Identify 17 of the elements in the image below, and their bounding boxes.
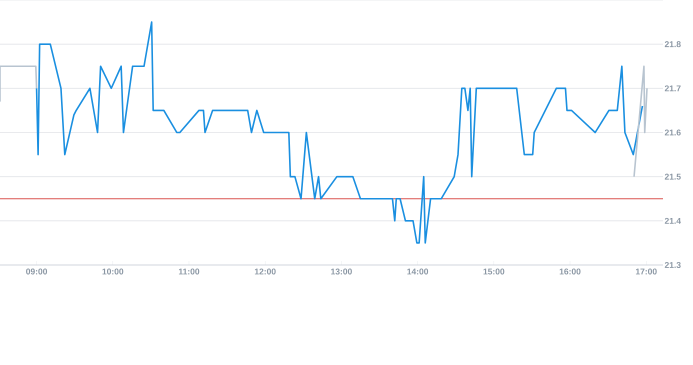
x-tick-label: 10:00 <box>102 268 124 275</box>
x-tick-label: 13:00 <box>331 268 352 275</box>
x-tick-label: 12:00 <box>254 268 276 275</box>
line-series <box>633 65 648 178</box>
x-tick-label: 17:00 <box>636 268 657 275</box>
y-tick-label: 21.8 <box>664 41 681 48</box>
x-tick-label: 14:00 <box>407 268 428 275</box>
x-tick-label: 09:00 <box>26 268 48 275</box>
x-tick-label: 11:00 <box>178 268 200 275</box>
x-tick-label: 16:00 <box>560 268 581 275</box>
y-tick-label: 21.6 <box>664 130 681 136</box>
x-tick-label: 15:00 <box>484 268 504 275</box>
y-tick-label: 21.4 <box>664 218 681 224</box>
y-tick-label: 21.3 <box>664 262 681 268</box>
y-tick-label: 21.7 <box>664 85 681 92</box>
y-tick-label: 21.5 <box>664 174 681 180</box>
line-series <box>36 21 644 244</box>
